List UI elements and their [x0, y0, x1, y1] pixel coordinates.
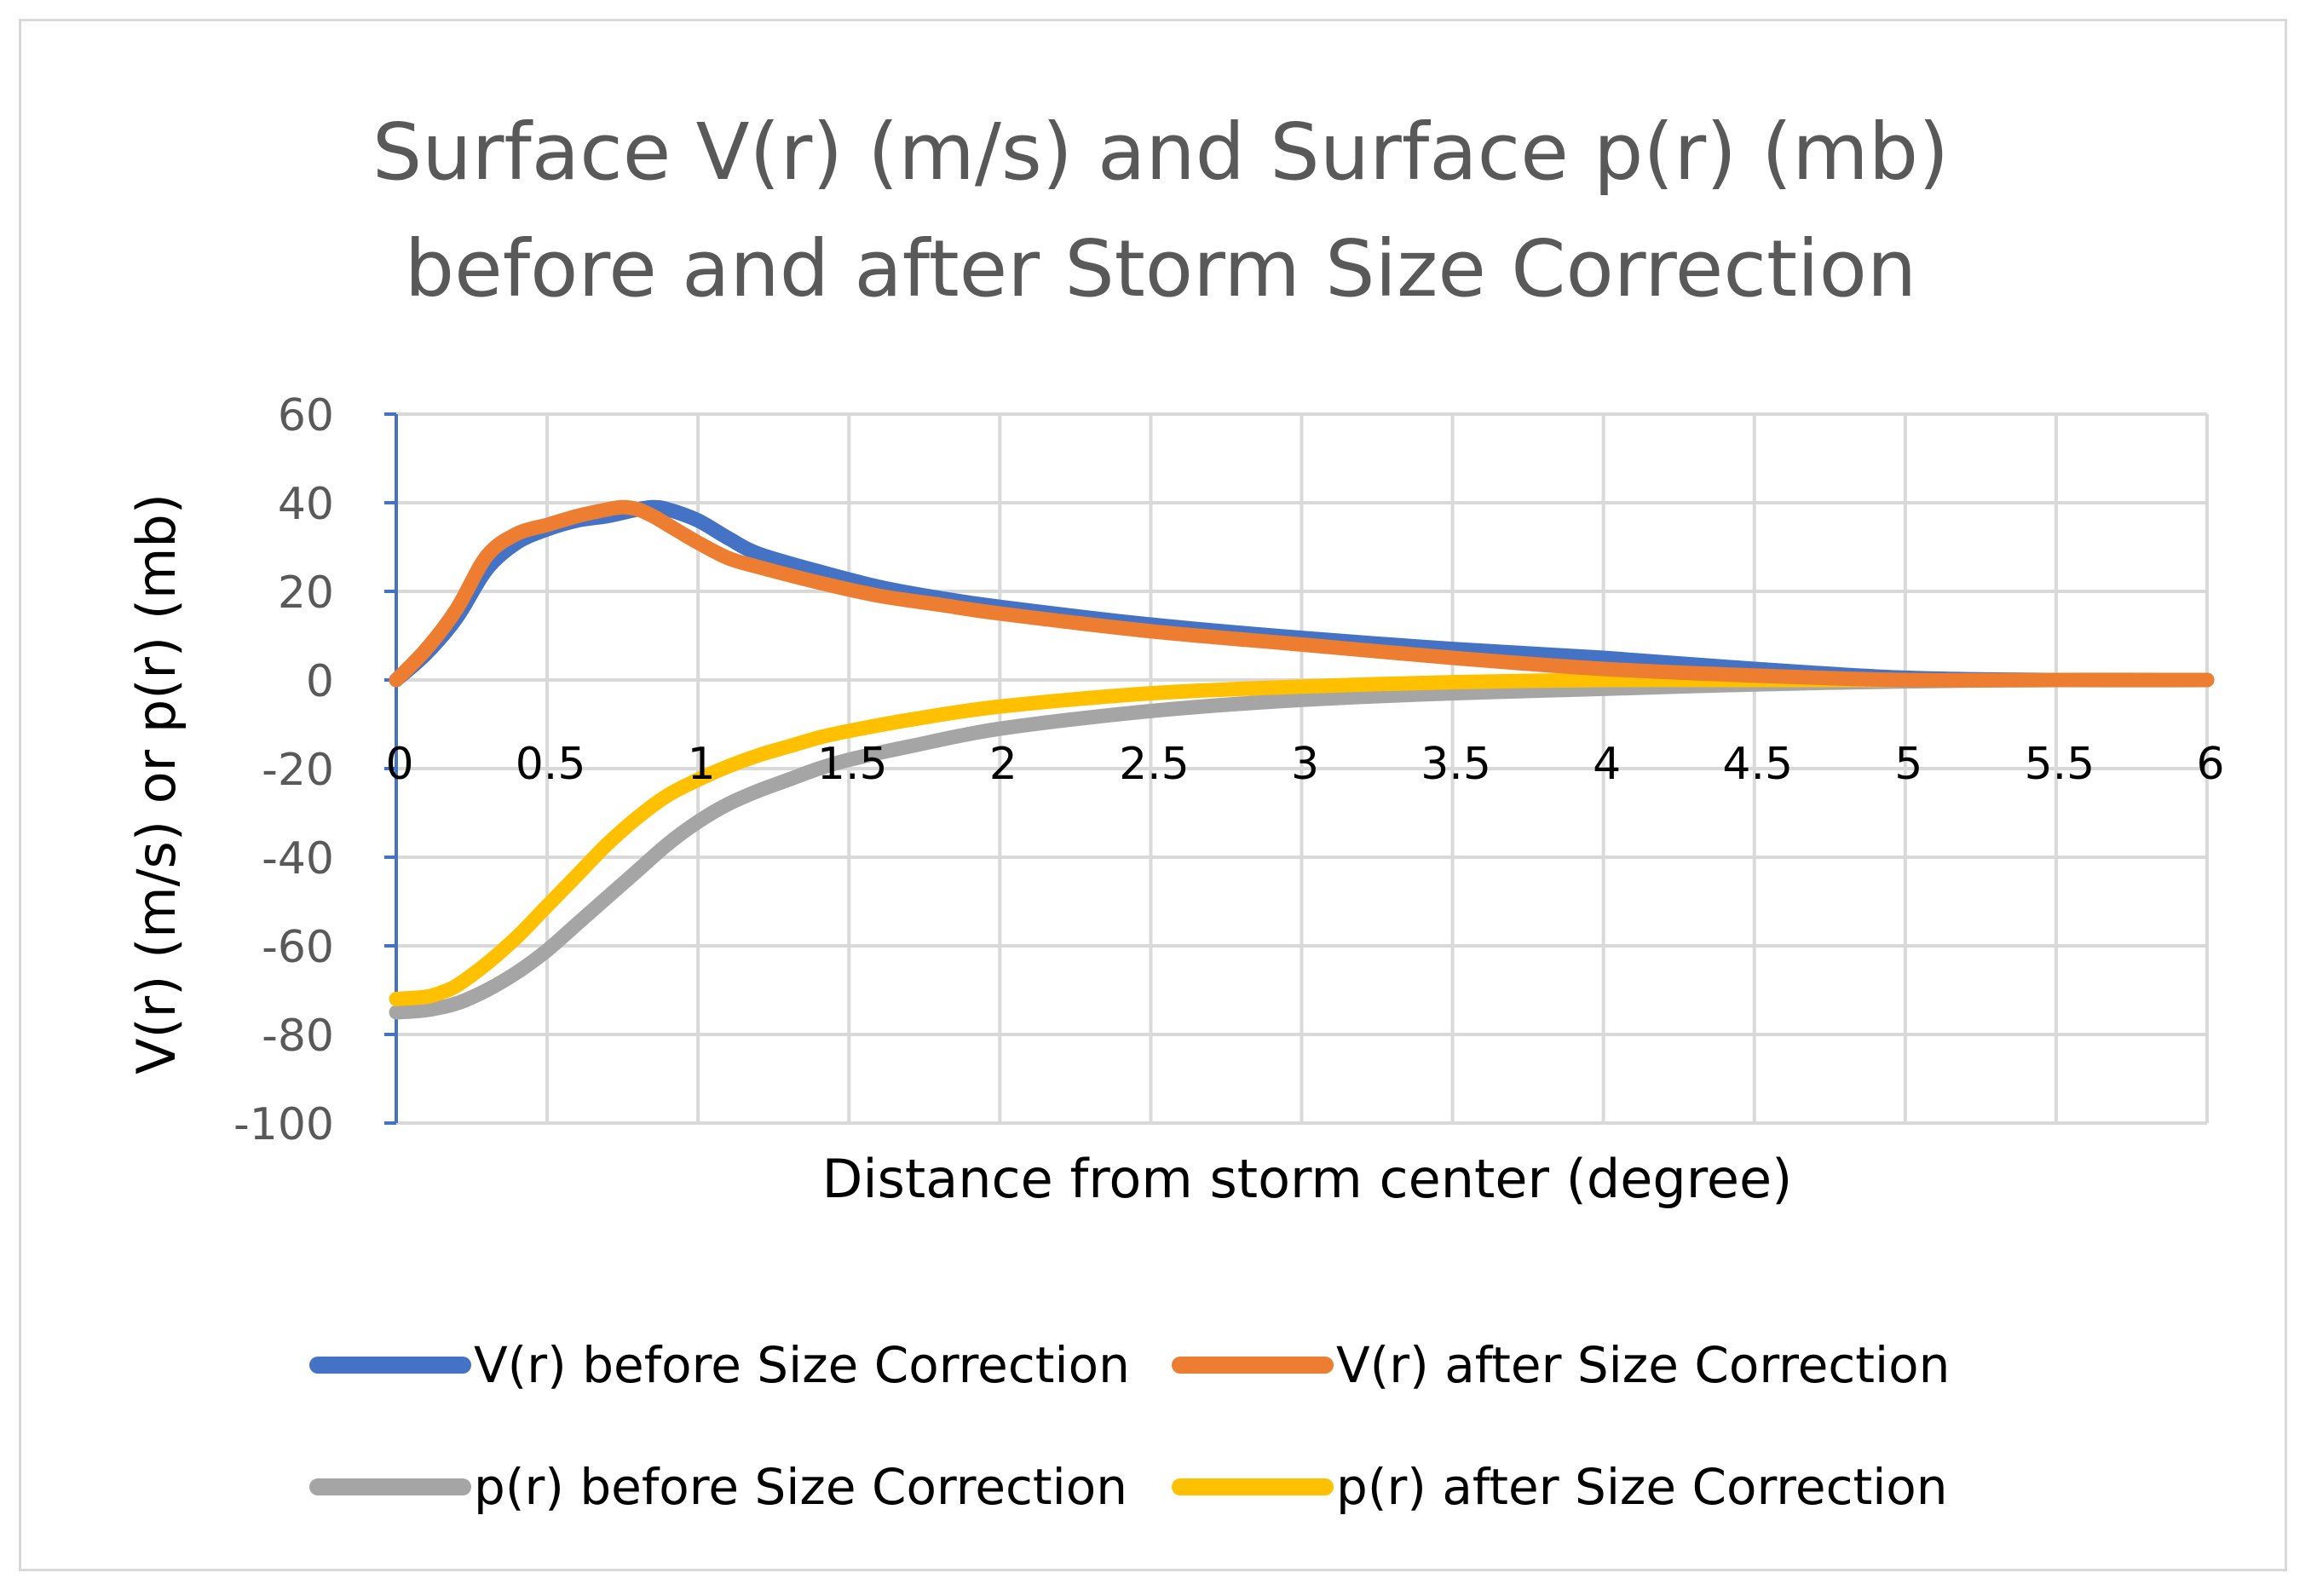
x-tick-labels: 0 0.5 1 1.5 2 2.5 3 3.5 4 4.5 5 5.5 6: [385, 739, 2224, 790]
legend-label-3: p(r) after Size Correction: [1336, 1458, 1948, 1516]
y-tick-label-7: -80: [262, 1011, 334, 1062]
legend: V(r) before Size Correction V(r) after Si…: [309, 1336, 1950, 1516]
x-axis-label: Distance from storm center (degree): [822, 1148, 1793, 1210]
y-tick-label-2: 20: [278, 568, 334, 619]
y-tick-label-5: -40: [262, 833, 334, 884]
legend-label-1: V(r) after Size Correction: [1336, 1336, 1950, 1394]
y-tick-label-4: -20: [262, 745, 334, 796]
x-tick-label-7: 3.5: [1421, 739, 1491, 790]
y-tick-label-8: -100: [233, 1099, 334, 1150]
x-tick-label-8: 4: [1593, 739, 1621, 790]
series-lines: [389, 499, 2215, 1020]
x-tick-label-11: 5.5: [2025, 739, 2095, 790]
series-line-1: [389, 499, 2215, 688]
x-tick-label-4: 2: [989, 739, 1017, 790]
y-axis-label: V(r) (m/s) or p(r) (mb): [125, 493, 187, 1075]
legend-label-0: V(r) before Size Correction: [474, 1336, 1130, 1394]
y-tick-label-3: 0: [306, 656, 334, 707]
y-tick-label-0: 60: [278, 390, 334, 441]
chart-title-line-1: Surface V(r) (m/s) and Surface p(r) (mb): [372, 107, 1949, 198]
legend-label-2: p(r) before Size Correction: [474, 1458, 1127, 1516]
x-tick-label-12: 6: [2196, 739, 2224, 790]
chart-title-line-2: before and after Storm Size Correction: [405, 223, 1916, 314]
y-tick-labels: 60 40 20 0 -20 -40 -60 -80 -100: [233, 390, 334, 1150]
x-tick-label-6: 3: [1291, 739, 1319, 790]
x-tick-label-0: 0: [385, 739, 413, 790]
y-tick-label-6: -60: [262, 922, 334, 973]
x-tick-label-10: 5: [1894, 739, 1922, 790]
x-tick-label-5: 2.5: [1119, 739, 1190, 790]
x-tick-label-9: 4.5: [1722, 739, 1793, 790]
x-tick-label-1: 0.5: [516, 739, 586, 790]
x-tick-label-3: 1.5: [817, 739, 888, 790]
y-tick-label-1: 40: [278, 479, 334, 530]
x-tick-label-2: 1: [688, 739, 716, 790]
